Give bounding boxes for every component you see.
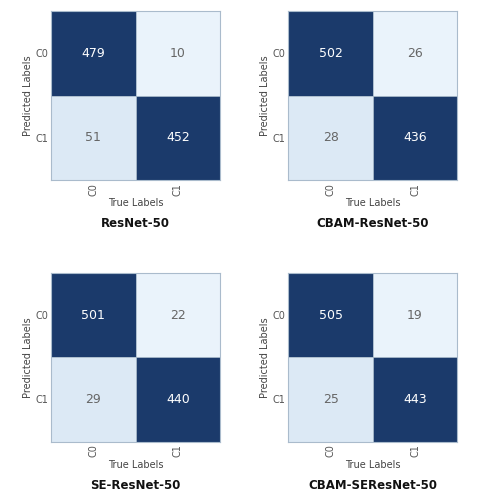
Bar (373, 357, 457, 442)
X-axis label: True Labels: True Labels (108, 198, 163, 208)
Bar (136, 273, 220, 357)
Bar (288, 11, 373, 96)
Text: 19: 19 (407, 308, 423, 322)
Text: CBAM-ResNet-50: CBAM-ResNet-50 (317, 217, 429, 230)
Text: 443: 443 (403, 393, 427, 406)
Bar (373, 273, 457, 357)
Y-axis label: Predicted Labels: Predicted Labels (23, 55, 33, 136)
Text: 452: 452 (166, 131, 190, 144)
Text: 436: 436 (403, 131, 427, 144)
Text: 502: 502 (319, 47, 343, 60)
Text: 479: 479 (82, 47, 105, 60)
Text: SE-ResNet-50: SE-ResNet-50 (90, 479, 181, 492)
Bar (136, 357, 220, 442)
Text: 25: 25 (323, 393, 338, 406)
X-axis label: True Labels: True Labels (345, 460, 401, 470)
Text: 26: 26 (407, 47, 423, 60)
Bar (288, 357, 373, 442)
Text: 440: 440 (166, 393, 190, 406)
Bar (51, 357, 136, 442)
Bar (136, 96, 220, 180)
Bar (51, 96, 136, 180)
Bar (51, 11, 136, 96)
Text: 501: 501 (82, 308, 105, 322)
Text: 28: 28 (323, 131, 338, 144)
Text: 29: 29 (85, 393, 101, 406)
Text: CBAM-SEResNet-50: CBAM-SEResNet-50 (308, 479, 437, 492)
Y-axis label: Predicted Labels: Predicted Labels (23, 317, 33, 398)
Y-axis label: Predicted Labels: Predicted Labels (260, 317, 270, 398)
Y-axis label: Predicted Labels: Predicted Labels (260, 55, 270, 136)
Bar (373, 96, 457, 180)
Bar (373, 11, 457, 96)
Text: 505: 505 (319, 308, 343, 322)
Text: 51: 51 (85, 131, 101, 144)
Text: 22: 22 (170, 308, 186, 322)
X-axis label: True Labels: True Labels (345, 198, 401, 208)
Bar (51, 273, 136, 357)
X-axis label: True Labels: True Labels (108, 460, 163, 470)
Text: ResNet-50: ResNet-50 (101, 217, 170, 230)
Bar (136, 11, 220, 96)
Bar (288, 273, 373, 357)
Bar (288, 96, 373, 180)
Text: 10: 10 (170, 47, 186, 60)
